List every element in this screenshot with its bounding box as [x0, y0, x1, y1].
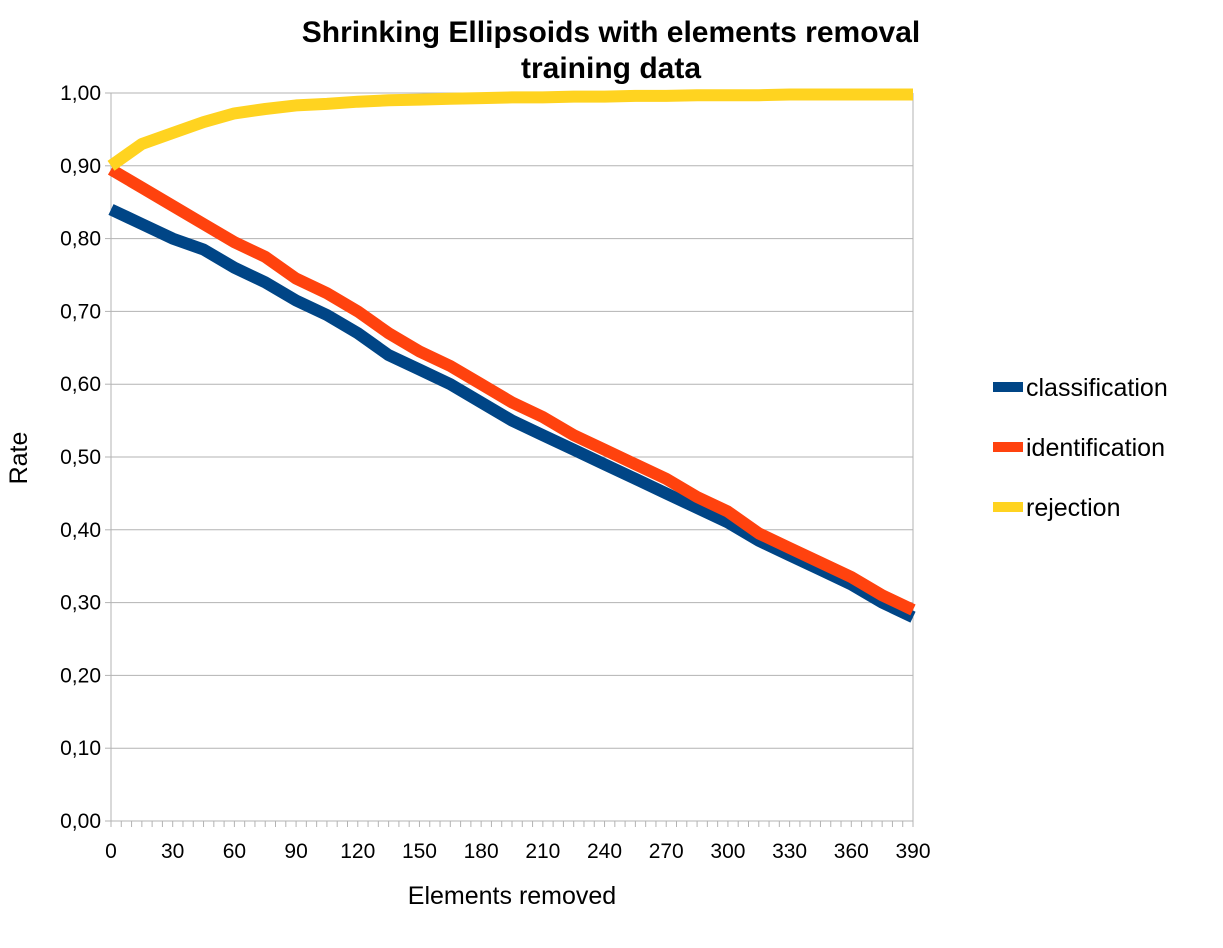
x-tick-label: 210: [525, 840, 560, 863]
legend: classification identification rejection: [993, 374, 1168, 522]
chart-subtitle: training data: [521, 52, 701, 85]
x-tick-label: 150: [402, 840, 437, 863]
x-tick-label: 270: [649, 840, 684, 863]
legend-label-rejection: rejection: [1026, 494, 1121, 522]
series-line-identification: [107, 164, 916, 616]
x-axis-ticks: 0 30 60 90 120 150 180 210 240 270 300 330 360 390: [105, 821, 931, 863]
legend-label-identification: identification: [1026, 434, 1165, 462]
x-tick-label: 120: [340, 840, 375, 863]
x-tick-label: 300: [710, 840, 745, 863]
legend-label-classification: classification: [1026, 374, 1168, 402]
y-tick-label: 0,00: [60, 810, 101, 833]
series-line-rejection: [107, 88, 913, 171]
x-tick-label: 390: [895, 840, 930, 863]
y-tick-label: 0,10: [60, 737, 101, 760]
x-tick-label: 30: [161, 840, 184, 863]
x-tick-label: 60: [223, 840, 246, 863]
y-tick-label: 0,50: [60, 446, 101, 469]
y-tick-label: 0,60: [60, 373, 101, 396]
x-tick-label: 330: [772, 840, 807, 863]
y-axis-label: Rate: [5, 432, 33, 485]
y-tick-label: 0,40: [60, 519, 101, 542]
grid-lines: [111, 92, 913, 822]
y-tick-label: 0,70: [60, 300, 101, 323]
x-axis-label: Elements removed: [408, 882, 616, 910]
y-tick-label: 0,30: [60, 592, 101, 615]
y-tick-label: 0,90: [60, 155, 101, 178]
series-line-classification: [108, 204, 916, 623]
x-tick-label: 240: [587, 840, 622, 863]
x-tick-label: 0: [105, 840, 117, 863]
y-axis-ticks: 0,00 0,10 0,20 0,30 0,40 0,50 0,60 0,70 0,80 0,90…: [60, 82, 111, 833]
x-tick-label: 90: [284, 840, 307, 863]
y-tick-label: 1,00: [60, 82, 101, 105]
chart-title: Shrinking Ellipsoids with elements remov…: [302, 16, 921, 49]
y-tick-label: 0,20: [60, 664, 101, 687]
x-tick-label: 180: [464, 840, 499, 863]
x-tick-label: 360: [834, 840, 869, 863]
y-tick-label: 0,80: [60, 228, 101, 251]
series-lines: [107, 88, 916, 623]
